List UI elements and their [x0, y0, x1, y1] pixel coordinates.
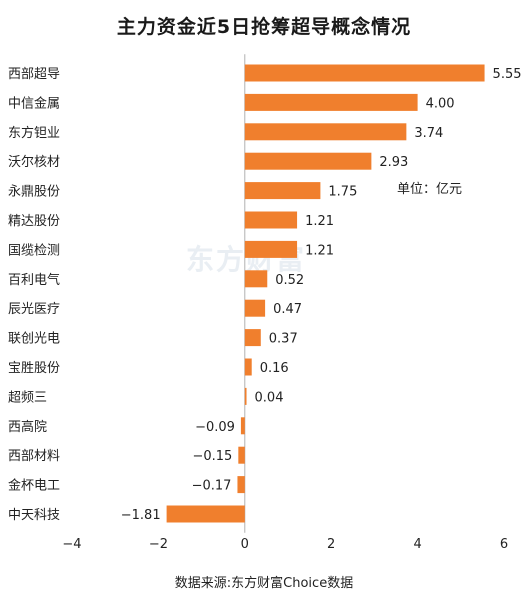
data-label: 5.55	[493, 67, 522, 82]
data-label: 0.47	[273, 302, 302, 317]
data-label: −1.81	[121, 508, 161, 523]
chart-title: 主力资金近5日抢筹超导概念情况	[116, 16, 412, 38]
bar	[244, 329, 261, 347]
category-label: 西部超导	[8, 67, 60, 82]
data-label: 4.00	[426, 96, 455, 111]
bar	[244, 123, 407, 141]
bar	[244, 64, 485, 82]
bar	[244, 152, 372, 170]
bar	[244, 270, 268, 288]
category-label: 西部材料	[8, 449, 60, 464]
bar	[244, 240, 298, 258]
category-label: 联创光电	[8, 332, 60, 347]
bar	[244, 358, 252, 376]
data-label: −0.09	[195, 420, 235, 435]
category-label: 东方钽业	[8, 125, 60, 141]
data-label: −0.17	[192, 479, 232, 494]
bar	[240, 417, 245, 435]
data-label: 0.37	[269, 332, 298, 347]
category-label: 西高院	[8, 419, 47, 435]
category-label: 永鼎股份	[8, 185, 60, 200]
source-note: 数据来源:东方财富Choice数据	[174, 576, 354, 591]
bar	[244, 211, 298, 229]
category-label: 中信金属	[8, 95, 60, 111]
category-label: 沃尔核材	[8, 155, 60, 170]
data-label: 0.04	[255, 390, 284, 405]
category-label: 金杯电工	[8, 478, 60, 494]
bar	[237, 476, 245, 494]
data-label: 0.52	[275, 273, 304, 288]
category-label: 国缆检测	[8, 242, 60, 258]
x-tick-label: 2	[327, 537, 335, 552]
data-label: 2.93	[379, 155, 408, 170]
bar	[166, 505, 245, 523]
bar	[244, 299, 266, 317]
category-label: 中天科技	[8, 508, 60, 523]
bar	[244, 387, 247, 405]
data-label: 1.21	[305, 214, 334, 229]
data-label: 1.21	[305, 243, 334, 258]
bar	[244, 93, 418, 111]
bar	[238, 446, 245, 464]
x-tick-label: 6	[500, 537, 508, 552]
x-tick-label: 4	[413, 537, 421, 552]
category-label: 辰光医疗	[8, 302, 60, 317]
data-label: 0.16	[260, 361, 289, 376]
data-label: −0.15	[192, 449, 232, 464]
data-label: 3.74	[414, 126, 443, 141]
x-tick-label: −2	[149, 537, 168, 552]
unit-note: 单位：亿元	[397, 182, 463, 197]
x-tick-label: −4	[62, 537, 81, 552]
x-tick-label: 0	[241, 537, 249, 552]
category-label: 百利电气	[8, 272, 60, 288]
category-label: 精达股份	[8, 214, 60, 229]
data-label: 1.75	[328, 185, 357, 200]
category-label: 超频三	[8, 390, 47, 405]
bar	[244, 182, 321, 200]
category-label: 宝胜股份	[8, 361, 60, 376]
